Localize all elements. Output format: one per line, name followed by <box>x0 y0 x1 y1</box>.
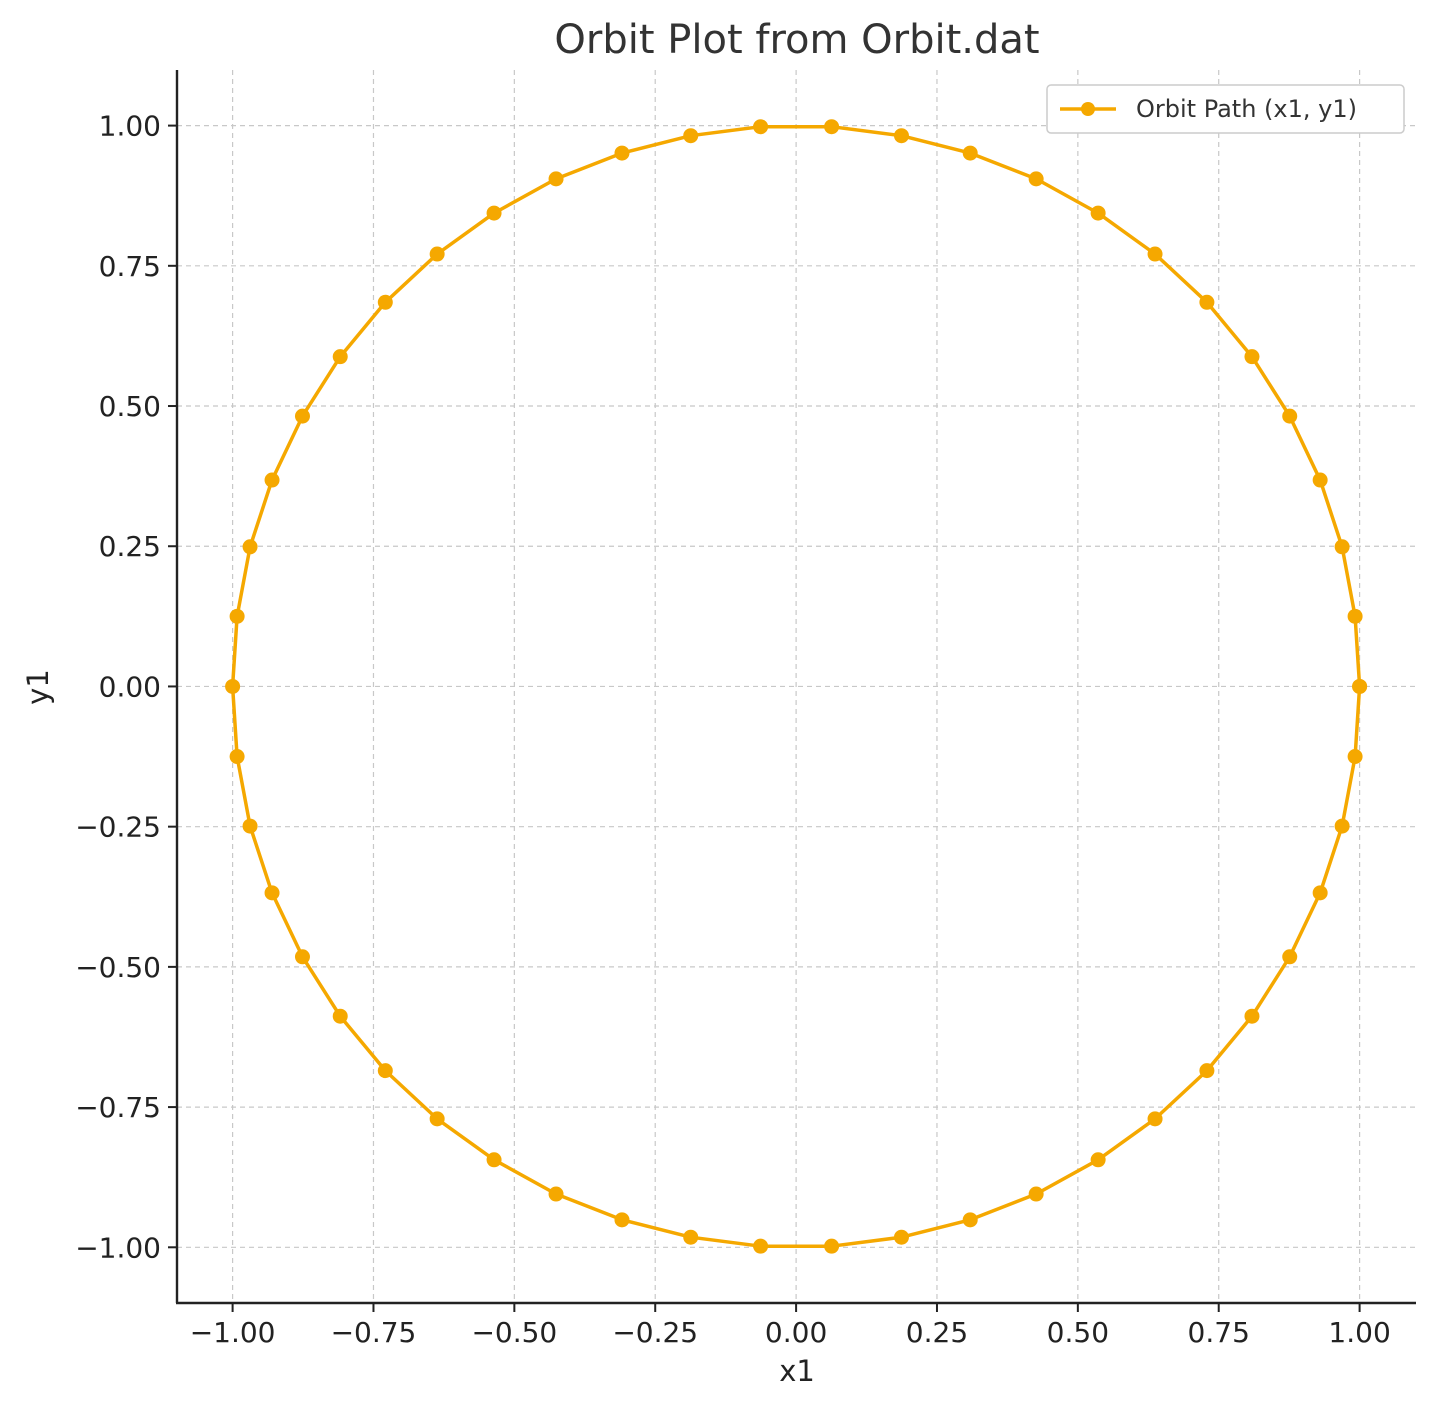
x-axis-label: x1 <box>779 1354 815 1388</box>
legend-entry-label: Orbit Path (x1, y1) <box>1136 95 1357 123</box>
orbit-point <box>1244 349 1260 365</box>
orbit-point <box>1090 1152 1106 1168</box>
orbit-point <box>429 1111 445 1127</box>
orbit-point <box>1199 294 1215 310</box>
y-tick-label: 0.75 <box>99 250 161 283</box>
orbit-point <box>683 128 699 144</box>
orbit-point <box>753 119 769 135</box>
orbit-point <box>614 145 630 161</box>
y-axis-label: y1 <box>21 669 55 705</box>
orbit-point <box>1147 246 1163 262</box>
legend-box <box>1046 84 1405 134</box>
x-tick-label: 0.25 <box>906 1316 968 1349</box>
x-tick-label: −0.50 <box>471 1316 557 1349</box>
orbit-point <box>1312 472 1328 488</box>
orbit-point <box>294 408 310 424</box>
orbit-point <box>377 1063 393 1079</box>
orbit-point <box>1312 885 1328 901</box>
orbit-point <box>332 1008 348 1024</box>
orbit-point <box>486 1152 502 1168</box>
orbit-point <box>1147 1111 1163 1127</box>
orbit-point <box>548 1186 564 1202</box>
orbit-point <box>486 205 502 221</box>
x-tick-label: −0.75 <box>331 1316 417 1349</box>
orbit-point <box>962 145 978 161</box>
x-tick-label: −0.25 <box>612 1316 698 1349</box>
orbit-point <box>1347 608 1363 624</box>
x-tick-label: 1.00 <box>1328 1316 1390 1349</box>
orbit-point <box>242 818 258 834</box>
series-layer <box>225 119 1368 1254</box>
orbit-point <box>753 1238 769 1254</box>
orbit-point <box>1028 171 1044 187</box>
orbit-point <box>264 472 280 488</box>
orbit-point <box>242 539 258 555</box>
orbit-point <box>962 1212 978 1228</box>
orbit-point <box>824 1238 840 1254</box>
orbit-point <box>824 119 840 135</box>
orbit-point <box>893 1229 909 1245</box>
orbit-point <box>1282 949 1298 965</box>
y-tick-label: −0.75 <box>75 1091 161 1124</box>
orbit-point <box>225 678 241 694</box>
x-tick-label: −1.00 <box>190 1316 276 1349</box>
orbit-point <box>1244 1008 1260 1024</box>
orbit-point <box>893 128 909 144</box>
y-tick-label: −0.25 <box>75 811 161 844</box>
orbit-point <box>548 171 564 187</box>
y-tick-label: −0.50 <box>75 951 161 984</box>
y-tick-label: 0.25 <box>99 530 161 563</box>
x-tick-label: 0.50 <box>1047 1316 1109 1349</box>
orbit-point <box>1282 408 1298 424</box>
orbit-point <box>1352 678 1368 694</box>
orbit-point <box>229 749 245 765</box>
orbit-point <box>683 1229 699 1245</box>
orbit-point <box>614 1212 630 1228</box>
orbit-point <box>229 608 245 624</box>
chart-title: Orbit Plot from Orbit.dat <box>554 17 1039 63</box>
orbit-point <box>1199 1063 1215 1079</box>
y-tick-label: 0.50 <box>99 390 161 423</box>
orbit-point <box>1334 539 1350 555</box>
tick-layer: −1.00 −0.75 −0.50 −0.25 0.00 0.25 0.50 0.75 1.00… <box>75 110 1391 1349</box>
y-tick-label: 1.00 <box>99 110 161 143</box>
y-tick-label: 0.00 <box>99 670 161 703</box>
orbit-point <box>1347 749 1363 765</box>
orbit-point <box>1090 205 1106 221</box>
legend: Orbit Path (x1, y1) <box>1046 84 1405 134</box>
orbit-point <box>1334 818 1350 834</box>
orbit-point <box>264 885 280 901</box>
orbit-point <box>377 294 393 310</box>
x-tick-label: 0.00 <box>765 1316 827 1349</box>
grid-layer <box>177 70 1416 1303</box>
orbit-point <box>1028 1186 1044 1202</box>
orbit-point <box>294 949 310 965</box>
orbit-point <box>332 349 348 365</box>
legend-marker-swatch <box>1081 102 1095 116</box>
orbit-point <box>429 246 445 262</box>
y-tick-label: −1.00 <box>75 1231 161 1264</box>
x-tick-label: 0.75 <box>1188 1316 1250 1349</box>
